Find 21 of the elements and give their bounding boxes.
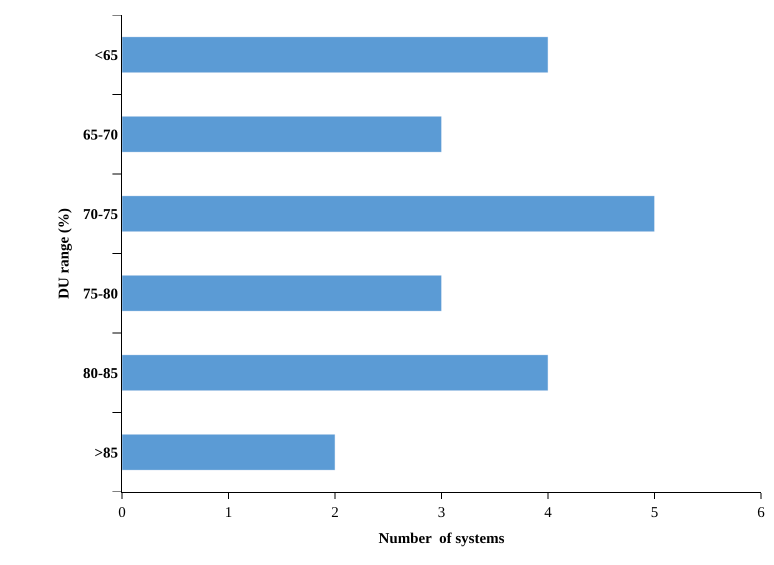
y-tick-label: >85 <box>94 446 118 462</box>
y-tick-label: 75-80 <box>83 286 118 302</box>
bar <box>122 36 548 73</box>
x-axis-title: Number of systems <box>378 531 505 547</box>
y-tick-label: 65-70 <box>83 128 118 144</box>
x-tick-label: 4 <box>544 505 552 521</box>
y-tick-label: 80-85 <box>83 366 118 382</box>
x-tick-label: 1 <box>224 505 232 521</box>
y-tick-label: 70-75 <box>83 207 118 223</box>
x-tick-label: 5 <box>650 505 658 521</box>
y-tick-label: <65 <box>94 48 118 64</box>
bar <box>122 275 442 312</box>
x-tick-label: 2 <box>331 505 339 521</box>
x-tick-label: 0 <box>118 505 126 521</box>
bar <box>122 434 336 470</box>
bar <box>122 116 442 152</box>
x-tick-label: 3 <box>438 505 446 521</box>
bar <box>122 196 655 232</box>
y-axis-title: DU range (%) <box>56 208 72 299</box>
x-tick-label: 6 <box>757 505 766 521</box>
bar <box>122 354 548 391</box>
